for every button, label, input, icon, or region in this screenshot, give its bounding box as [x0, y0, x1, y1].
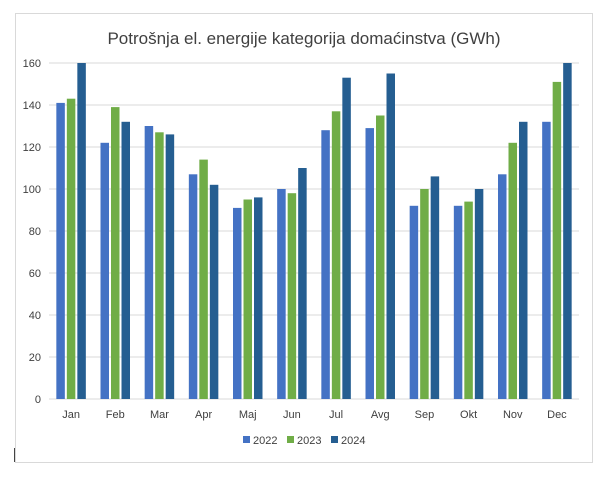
bar-2024-Feb: [121, 121, 130, 400]
bar-2023-Okt: [464, 201, 473, 399]
y-tick-label: 20: [29, 352, 41, 364]
bars: [56, 63, 572, 400]
bar-2022-Apr: [188, 174, 198, 399]
bar-2023-Feb: [111, 107, 120, 399]
y-tick-label: 140: [23, 100, 41, 112]
x-tick-label: Jun: [283, 409, 301, 421]
legend: 2022 2023 2024: [243, 435, 365, 447]
x-tick-label: Avg: [371, 409, 390, 421]
y-tick-label: 60: [29, 268, 41, 280]
bar-2022-Okt: [453, 205, 463, 399]
x-tick-label: Jan: [62, 409, 80, 421]
bar-2024-Sep: [430, 176, 440, 399]
x-tick-label: Mar: [150, 409, 169, 421]
chart-title: Potrošnja el. energije kategorija domaći…: [107, 29, 500, 48]
bar-2023-Apr: [199, 159, 208, 399]
x-tick-label: Dec: [547, 409, 567, 421]
x-tick-label: Maj: [239, 409, 257, 421]
bar-2024-Apr: [209, 184, 219, 399]
y-tick-label: 120: [23, 142, 41, 154]
bar-2023-Dec: [552, 81, 562, 400]
x-tick-label: Nov: [503, 409, 523, 421]
bar-2024-Maj: [254, 197, 263, 399]
bar-2022-Mar: [144, 126, 154, 399]
bar-2024-Avg: [386, 73, 395, 399]
bar-2023-Jul: [331, 111, 341, 400]
bar-2023-Jun: [287, 193, 297, 399]
y-axis-ticks: 0 20 40 60 80 100 120 140 160: [23, 58, 41, 406]
y-tick-label: 0: [35, 394, 41, 406]
bar-2022-Feb: [100, 142, 109, 400]
y-tick-label: 160: [23, 58, 41, 70]
legend-label: 2023: [297, 435, 321, 447]
bar-2022-Jul: [321, 130, 330, 399]
bar-2022-Maj: [233, 207, 242, 399]
x-tick-label: Sep: [415, 409, 435, 421]
bar-2024-Nov: [519, 121, 528, 400]
x-tick-label: Jul: [329, 409, 343, 421]
legend-label: 2022: [253, 435, 277, 447]
bar-2024-Dec: [563, 63, 572, 399]
bar-2024-Okt: [474, 189, 484, 399]
text-cursor-mark: [14, 448, 15, 462]
bar-2022-Jun: [277, 189, 286, 399]
bar-2022-Jan: [56, 102, 65, 400]
legend-swatch-2024: [331, 436, 338, 443]
bar-2023-Maj: [243, 199, 252, 399]
x-tick-label: Okt: [460, 409, 477, 421]
bar-2022-Avg: [365, 128, 374, 399]
y-tick-label: 40: [29, 310, 41, 322]
x-tick-label: Feb: [106, 409, 125, 421]
legend-swatch-2023: [287, 436, 294, 443]
bar-2024-Jul: [342, 77, 351, 399]
gridlines: [49, 62, 579, 400]
bar-2023-Sep: [420, 189, 429, 399]
bar-2023-Nov: [508, 142, 517, 400]
bar-2023-Avg: [376, 115, 385, 399]
bar-2023-Mar: [155, 132, 164, 400]
bar-2022-Nov: [498, 174, 507, 399]
bar-2022-Sep: [409, 205, 419, 399]
bar-2022-Dec: [542, 121, 551, 400]
y-tick-label: 80: [29, 226, 41, 238]
bar-2024-Jun: [298, 168, 307, 399]
bar-2024-Jan: [77, 63, 86, 399]
bar-2023-Jan: [66, 98, 76, 399]
legend-swatch-2022: [243, 436, 250, 443]
x-tick-label: Apr: [195, 409, 212, 421]
y-tick-label: 100: [23, 184, 41, 196]
legend-label: 2024: [341, 435, 365, 447]
bar-2024-Mar: [165, 134, 175, 399]
x-axis-ticks: Jan Feb Mar Apr Maj Jun Jul Avg Sep Okt Nov Dec: [62, 409, 567, 421]
